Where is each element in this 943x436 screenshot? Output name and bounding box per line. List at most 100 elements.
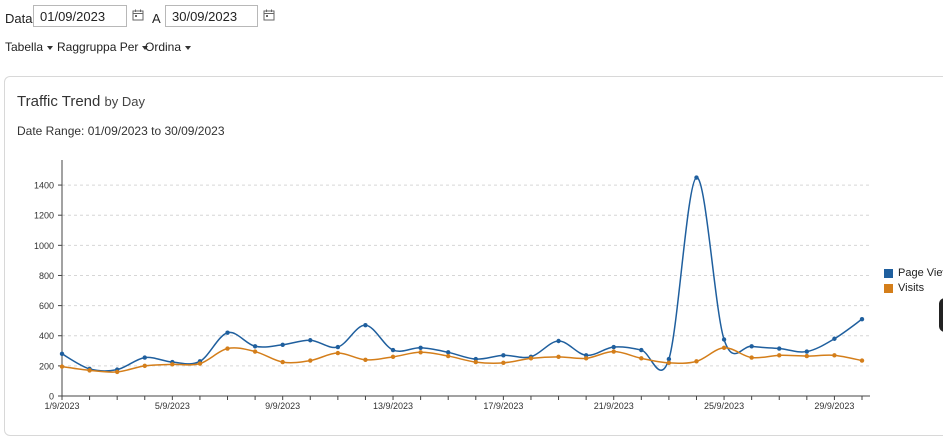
page-views-point <box>59 351 65 357</box>
y-tick-label: 0 <box>49 392 54 402</box>
legend-label: Visits <box>898 282 925 294</box>
page-views-point <box>308 338 313 343</box>
chart-title: Traffic Trend by Day <box>17 93 145 110</box>
filter-toolbar: Data A Tabella Raggruppa Per Ordina <box>0 0 943 70</box>
x-tick-label: 29/9/2023 <box>814 401 854 411</box>
x-tick-label: 17/9/2023 <box>483 401 523 411</box>
y-tick-label: 1200 <box>34 211 54 221</box>
visits-point <box>832 353 837 358</box>
x-tick-label: 13/9/2023 <box>373 401 413 411</box>
legend-swatch <box>884 269 893 278</box>
visits-point <box>418 350 423 355</box>
page-views-point <box>694 175 699 180</box>
visits-point <box>170 362 175 367</box>
visits-point <box>721 345 727 350</box>
visits-point <box>666 360 672 366</box>
calendar-icon[interactable] <box>263 9 275 21</box>
visits-point <box>280 359 285 365</box>
page-views-point <box>142 355 147 360</box>
order-menu-label: Ordina <box>145 40 182 54</box>
calendar-icon[interactable] <box>132 9 144 21</box>
visits-point <box>225 346 230 351</box>
y-tick-label: 1000 <box>34 241 54 251</box>
page-views-line <box>61 176 863 372</box>
page-views-point <box>721 337 727 342</box>
chart-subtitle: by Day <box>104 94 146 109</box>
page-views-point <box>556 338 561 344</box>
page-views-point <box>583 353 589 358</box>
visits-point <box>473 359 478 365</box>
visits-point <box>252 349 258 354</box>
visits-point <box>694 359 699 364</box>
visits-point <box>611 349 616 354</box>
visits-point <box>556 354 561 360</box>
date-from-input[interactable] <box>33 5 127 27</box>
visits-point <box>804 353 810 359</box>
visits-line <box>61 347 863 373</box>
visits-point <box>859 358 865 363</box>
caret-down-icon <box>47 45 54 50</box>
page-views-point <box>225 330 230 335</box>
page-views-point <box>280 342 285 347</box>
visits-point <box>59 364 65 369</box>
page-views-point <box>363 322 368 328</box>
y-tick-label: 200 <box>39 361 54 371</box>
caret-down-icon <box>185 45 192 50</box>
chart-date-range: Date Range: 01/09/2023 to 30/09/2023 <box>17 124 225 138</box>
x-tick-label: 21/9/2023 <box>594 401 634 411</box>
legend-label: Page Views <box>898 267 943 279</box>
scroll-handle[interactable] <box>939 298 943 332</box>
page-views-point <box>749 344 754 349</box>
page-views-point <box>611 344 616 350</box>
y-tick-label: 1400 <box>34 181 54 191</box>
x-tick-label: 1/9/2023 <box>44 401 79 411</box>
x-tick-label: 5/9/2023 <box>155 401 190 411</box>
page-views-point <box>639 347 644 353</box>
visits-point <box>583 356 589 361</box>
legend-swatch <box>884 284 893 293</box>
date-to-input[interactable] <box>165 5 258 27</box>
visits-point <box>363 357 368 363</box>
date-label: Data <box>5 11 33 26</box>
group-by-menu-label: Raggruppa Per <box>57 40 139 54</box>
visits-point <box>446 353 451 359</box>
chart-title-text: Traffic Trend <box>17 93 101 110</box>
visits-point <box>390 354 396 360</box>
caret-down-icon <box>142 45 149 50</box>
page-views-point <box>804 349 810 354</box>
visits-point <box>639 356 644 361</box>
y-tick-label: 600 <box>39 301 54 311</box>
x-tick-label: 25/9/2023 <box>704 401 744 411</box>
page-views-point <box>666 356 672 362</box>
visits-point <box>142 363 147 369</box>
order-menu[interactable]: Ordina <box>145 40 192 54</box>
page-views-point <box>501 353 506 358</box>
page-views-point <box>446 350 451 355</box>
visits-point <box>87 368 92 373</box>
y-tick-label: 800 <box>39 271 54 281</box>
page-views-point <box>335 344 341 350</box>
y-tick-label: 400 <box>39 331 54 341</box>
page-views-point <box>252 344 258 349</box>
visits-point <box>114 369 120 375</box>
date-to-label: A <box>152 11 161 26</box>
visits-point <box>335 350 341 356</box>
page-views-point <box>832 336 837 341</box>
table-menu-label: Tabella <box>5 40 44 54</box>
visits-point <box>749 355 754 360</box>
page-views-point <box>859 316 865 322</box>
visits-point <box>528 356 534 361</box>
table-menu[interactable]: Tabella <box>5 40 54 54</box>
group-by-menu[interactable]: Raggruppa Per <box>57 40 149 54</box>
visits-point <box>197 361 203 366</box>
visits-point <box>777 353 782 358</box>
page-views-point <box>777 346 782 351</box>
page-views-point <box>418 345 423 350</box>
x-tick-label: 9/9/2023 <box>265 401 300 411</box>
chart-panel <box>4 76 943 436</box>
page-views-point <box>390 347 396 353</box>
visits-point <box>501 360 506 366</box>
traffic-trend-chart: 0 200 400 600 800 1000 1200 1400 1/9/2023 5/9/202… <box>34 160 870 411</box>
visits-point <box>308 358 313 363</box>
page-views-point <box>473 356 478 362</box>
